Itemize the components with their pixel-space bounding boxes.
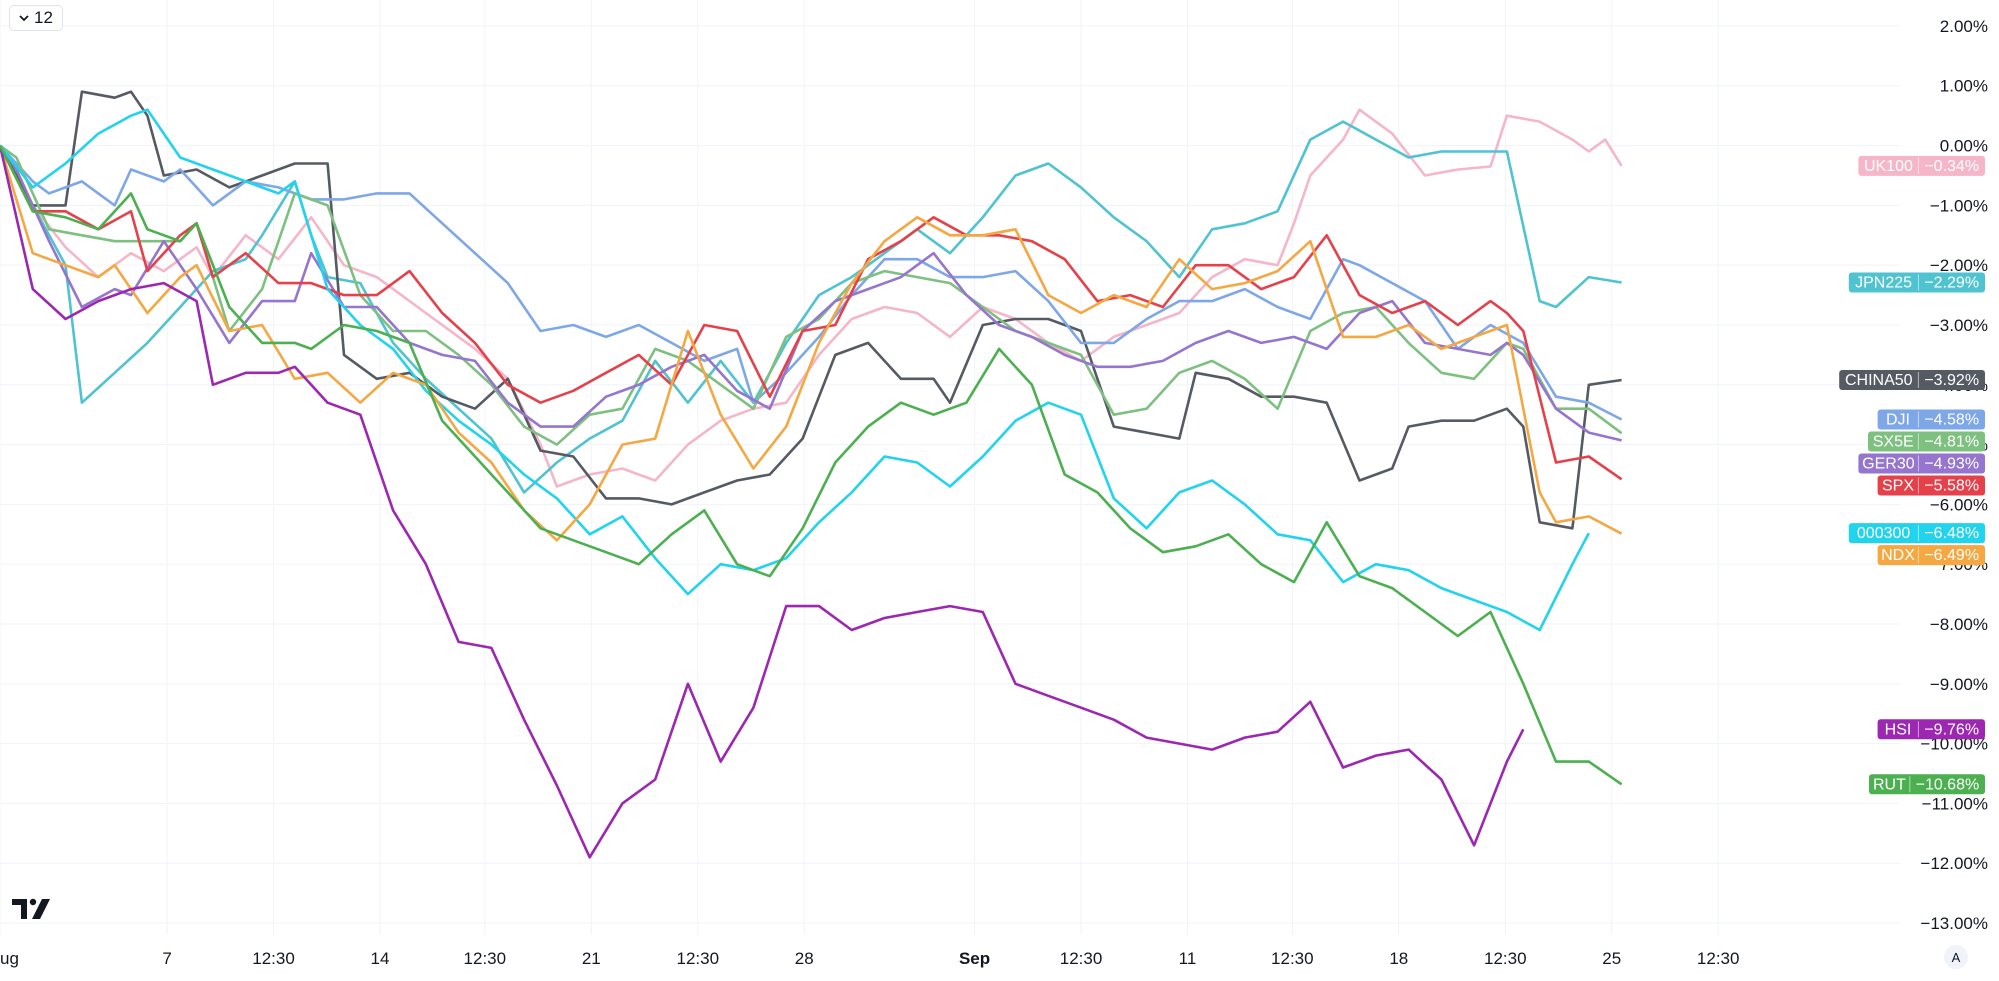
- series-end-label-hsi: HSI −9.76%: [1877, 719, 1985, 740]
- series-end-label-rut: RUT −10.68%: [1869, 774, 1985, 795]
- x-tick-label: 11: [1179, 949, 1197, 968]
- series-end-label-ndx: NDX −6.49%: [1877, 545, 1985, 566]
- series-line-ndx[interactable]: [0, 145, 1623, 542]
- series-value-label: −6.48%: [1924, 525, 1979, 542]
- interval-label: 12: [34, 8, 53, 27]
- tradingview-logo-icon[interactable]: [12, 896, 56, 922]
- y-tick-label: −9.00%: [1930, 675, 1988, 694]
- y-tick-label: −8.00%: [1930, 615, 1988, 634]
- series-lines[interactable]: [0, 90, 1623, 859]
- y-tick-label: −10.00%: [1920, 735, 1988, 754]
- x-tick-label: 12:30: [676, 949, 719, 968]
- series-name-label: RUT: [1873, 776, 1906, 793]
- series-name-label: HSI: [1885, 721, 1912, 738]
- series-value-label: −9.76%: [1924, 721, 1979, 738]
- x-tick-label: 12:30: [1271, 949, 1314, 968]
- series-line-uk100[interactable]: [0, 108, 1623, 488]
- x-tick-label: 21: [582, 949, 601, 968]
- y-tick-label: −1.00%: [1930, 196, 1988, 215]
- series-end-label-jpn225: JPN225 −2.29%: [1848, 272, 1985, 293]
- y-tick-label: −11.00%: [1922, 794, 1988, 813]
- series-end-label-uk100: UK100 −0.34%: [1858, 155, 1985, 176]
- series-line-jpn225[interactable]: [0, 120, 1622, 494]
- y-tick-label: −12.00%: [1920, 854, 1988, 873]
- x-tick-label: 14: [371, 949, 390, 968]
- y-tick-label: −3.00%: [1930, 316, 1988, 335]
- series-value-label: −4.93%: [1924, 455, 1979, 472]
- series-line-000300[interactable]: [0, 108, 1590, 632]
- series-value-label: −4.58%: [1924, 411, 1979, 428]
- series-end-label-000300: 000300 −6.48%: [1848, 523, 1985, 544]
- series-value-label: −3.92%: [1924, 372, 1979, 389]
- series-line-hsi[interactable]: [0, 145, 1525, 859]
- series-name-label: UK100: [1864, 158, 1913, 175]
- series-end-label-ger30: GER30 −4.93%: [1858, 453, 1985, 474]
- series-end-label-spx: SPX −5.58%: [1877, 475, 1985, 496]
- series-value-label: −4.81%: [1924, 433, 1979, 450]
- x-tick-label: 28: [795, 949, 814, 968]
- series-value-label: −6.49%: [1924, 547, 1979, 564]
- series-name-label: NDX: [1881, 547, 1915, 564]
- series-name-label: 000300: [1857, 525, 1910, 542]
- series-name-label: CHINA50: [1845, 372, 1913, 389]
- price-scale[interactable]: 2.00%1.00%0.00%−1.00%−2.00%−3.00%−4.00%−…: [1920, 17, 1988, 933]
- series-name-label: GER30: [1862, 455, 1915, 472]
- interval-selector-button[interactable]: 12: [9, 5, 63, 31]
- series-line-rut[interactable]: [0, 145, 1623, 786]
- series-value-label: −0.34%: [1924, 158, 1979, 175]
- series-name-label: JPN225: [1855, 275, 1912, 292]
- y-tick-label: −13.00%: [1920, 914, 1988, 933]
- series-line-dji[interactable]: [0, 144, 1623, 421]
- x-tick-label: 25: [1602, 949, 1621, 968]
- series-end-label-dji: DJI −4.58%: [1877, 409, 1985, 430]
- y-tick-label: 1.00%: [1940, 77, 1988, 96]
- x-tick-label: 12:30: [252, 949, 295, 968]
- x-tick-label: 7: [162, 949, 171, 968]
- series-end-label-china50: CHINA50 −3.92%: [1839, 369, 1985, 390]
- x-tick-label: ug: [0, 949, 19, 968]
- series-value-label: −5.58%: [1924, 477, 1979, 494]
- series-value-label: −10.68%: [1916, 776, 1980, 793]
- x-tick-label: 12:30: [464, 949, 507, 968]
- series-line-sx5e[interactable]: [0, 144, 1623, 446]
- grid-lines: [0, 0, 1900, 935]
- time-scale[interactable]: ug 7 12:30 14 12:30 21 12:30 28 Sep 12:30 11 12:30 1…: [0, 949, 1739, 968]
- x-tick-label: 12:30: [1697, 949, 1740, 968]
- x-tick-label: Sep: [959, 949, 990, 968]
- x-tick-label: 12:30: [1484, 949, 1527, 968]
- series-line-ger30[interactable]: [0, 144, 1622, 442]
- series-name-label: SX5E: [1873, 433, 1914, 450]
- series-end-labels: UK100 −0.34%JPN225 −2.29%CHINA50 −3.92%DJI −…: [1839, 155, 1985, 795]
- y-tick-label: 2.00%: [1940, 17, 1988, 36]
- x-tick-label: 18: [1389, 949, 1408, 968]
- y-tick-label: −2.00%: [1930, 256, 1988, 275]
- series-name-label: SPX: [1882, 477, 1914, 494]
- chevron-down-icon: [19, 15, 29, 22]
- series-value-label: −2.29%: [1924, 275, 1979, 292]
- series-line-china50[interactable]: [0, 90, 1622, 530]
- y-tick-label: 0.00%: [1940, 137, 1988, 156]
- series-name-label: DJI: [1886, 411, 1910, 428]
- auto-scale-button[interactable]: A: [1944, 945, 1968, 969]
- series-line-spx[interactable]: [0, 145, 1623, 481]
- series-end-label-sx5e: SX5E −4.81%: [1868, 431, 1985, 452]
- y-tick-label: −6.00%: [1930, 495, 1988, 514]
- x-tick-label: 12:30: [1060, 949, 1103, 968]
